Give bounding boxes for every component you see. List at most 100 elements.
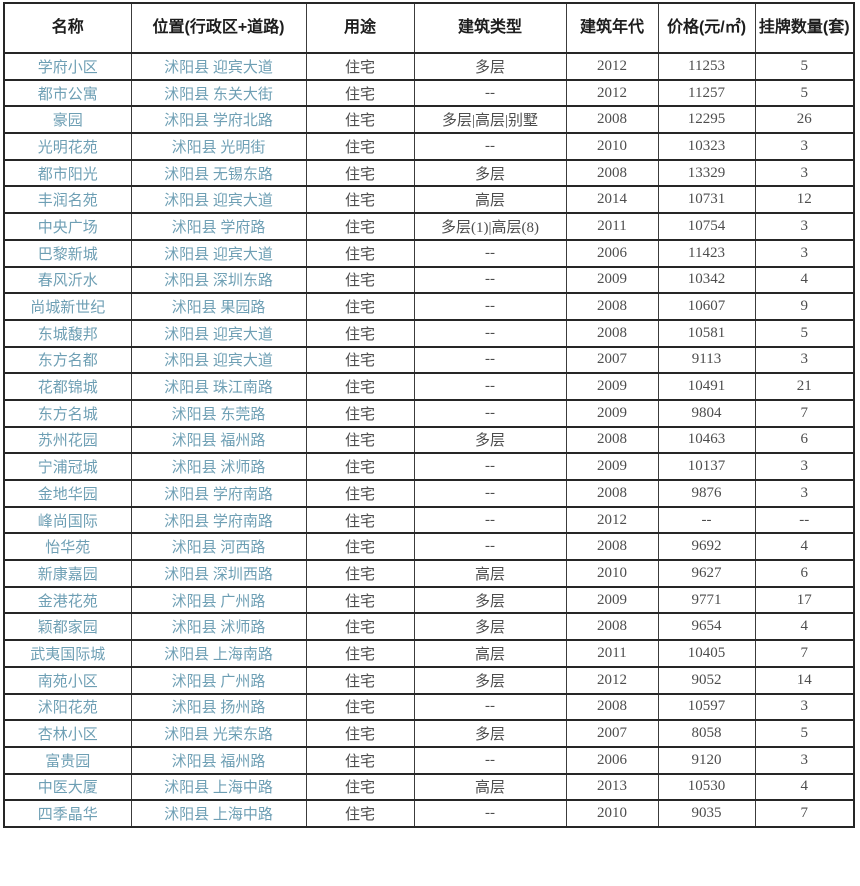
count-cell: 5 <box>754 318 855 348</box>
name-cell: 丰润名苑 <box>3 185 132 215</box>
name-cell: 颖都家园 <box>3 612 132 642</box>
column-header-building-type: 建筑类型 <box>413 2 567 54</box>
name-cell: 东城馥邦 <box>3 318 132 348</box>
usage-cell: 住宅 <box>305 318 415 348</box>
location-cell: 沭阳县 沭师路 <box>130 612 307 642</box>
location-cell: 沭阳县 光荣东路 <box>130 719 307 748</box>
usage-cell: 住宅 <box>305 158 415 188</box>
listings-table: 名称 位置(行政区+道路) 用途 建筑类型 建筑年代 价格(元/㎡) 挂牌数量(套) 学府小… <box>3 2 855 828</box>
table-row: 花都锦城 沭阳县 珠江南路 住宅 -- 2009 10491 21 <box>3 372 855 401</box>
location-cell: 沭阳县 沭师路 <box>130 452 307 481</box>
table-row: 颖都家园 沭阳县 沭师路 住宅 多层 2008 9654 4 <box>3 612 855 642</box>
usage-cell: 住宅 <box>305 532 415 562</box>
location-cell: 沭阳县 无锡东路 <box>130 158 307 188</box>
count-cell: 3 <box>754 479 855 508</box>
table-row: 峰尚国际 沭阳县 学府南路 住宅 -- 2012 -- -- <box>3 505 855 535</box>
location-cell: 沭阳县 光明街 <box>130 132 307 161</box>
count-cell: 21 <box>754 372 855 401</box>
year-cell: 2008 <box>565 105 659 135</box>
year-cell: 2009 <box>565 372 659 401</box>
count-cell: 4 <box>754 612 855 642</box>
count-cell: 3 <box>754 158 855 188</box>
table-row: 巴黎新城 沭阳县 迎宾大道 住宅 -- 2006 11423 3 <box>3 238 855 268</box>
location-cell: 沭阳县 上海中路 <box>130 772 307 802</box>
usage-cell: 住宅 <box>305 692 415 722</box>
table-row: 春风沂水 沭阳县 深圳东路 住宅 -- 2009 10342 4 <box>3 265 855 295</box>
year-cell: 2008 <box>565 318 659 348</box>
location-cell: 沭阳县 深圳西路 <box>130 559 307 588</box>
table-body: 学府小区 沭阳县 迎宾大道 住宅 多层 2012 11253 5 都市公寓 沭阳县 东关大街 住宅… <box>3 52 855 828</box>
year-cell: 2011 <box>565 212 659 241</box>
count-cell: 5 <box>754 78 855 108</box>
name-cell: 中央广场 <box>3 212 132 241</box>
usage-cell: 住宅 <box>305 265 415 295</box>
column-header-count: 挂牌数量(套) <box>754 2 855 54</box>
usage-cell: 住宅 <box>305 105 415 135</box>
building-type-cell: 多层 <box>413 585 567 615</box>
location-cell: 沭阳县 上海南路 <box>130 639 307 668</box>
price-cell: 11423 <box>657 238 756 268</box>
building-type-cell: -- <box>413 238 567 268</box>
building-type-cell: 多层 <box>413 719 567 748</box>
year-cell: 2008 <box>565 158 659 188</box>
column-header-price: 价格(元/㎡) <box>657 2 756 54</box>
table-row: 怡华苑 沭阳县 河西路 住宅 -- 2008 9692 4 <box>3 532 855 562</box>
name-cell: 怡华苑 <box>3 532 132 562</box>
name-cell: 四季晶华 <box>3 799 132 828</box>
usage-cell: 住宅 <box>305 639 415 668</box>
table-row: 富贵园 沭阳县 福州路 住宅 -- 2006 9120 3 <box>3 745 855 775</box>
name-cell: 杏林小区 <box>3 719 132 748</box>
count-cell: 4 <box>754 265 855 295</box>
table-row: 豪园 沭阳县 学府北路 住宅 多层|高层|别墅 2008 12295 26 <box>3 105 855 135</box>
location-cell: 沭阳县 福州路 <box>130 425 307 455</box>
building-type-cell: 高层 <box>413 639 567 668</box>
usage-cell: 住宅 <box>305 345 415 375</box>
table-row: 中医大厦 沭阳县 上海中路 住宅 高层 2013 10530 4 <box>3 772 855 802</box>
building-type-cell: -- <box>413 692 567 722</box>
count-cell: 14 <box>754 665 855 695</box>
name-cell: 宁浦冠城 <box>3 452 132 481</box>
price-cell: 9876 <box>657 479 756 508</box>
table-row: 金地华园 沭阳县 学府南路 住宅 -- 2008 9876 3 <box>3 479 855 508</box>
price-cell: 10597 <box>657 692 756 722</box>
column-header-location: 位置(行政区+道路) <box>130 2 307 54</box>
building-type-cell: -- <box>413 318 567 348</box>
usage-cell: 住宅 <box>305 132 415 161</box>
count-cell: 17 <box>754 585 855 615</box>
year-cell: 2010 <box>565 132 659 161</box>
building-type-cell: -- <box>413 372 567 401</box>
location-cell: 沭阳县 学府路 <box>130 212 307 241</box>
name-cell: 花都锦城 <box>3 372 132 401</box>
name-cell: 富贵园 <box>3 745 132 775</box>
table-row: 丰润名苑 沭阳县 迎宾大道 住宅 高层 2014 10731 12 <box>3 185 855 215</box>
price-cell: -- <box>657 505 756 535</box>
building-type-cell: 多层 <box>413 612 567 642</box>
usage-cell: 住宅 <box>305 505 415 535</box>
count-cell: 3 <box>754 238 855 268</box>
count-cell: 3 <box>754 345 855 375</box>
count-cell: 4 <box>754 772 855 802</box>
location-cell: 沭阳县 福州路 <box>130 745 307 775</box>
price-cell: 13329 <box>657 158 756 188</box>
table-row: 东方名城 沭阳县 东莞路 住宅 -- 2009 9804 7 <box>3 398 855 428</box>
location-cell: 沭阳县 学府南路 <box>130 505 307 535</box>
location-cell: 沭阳县 迎宾大道 <box>130 185 307 215</box>
price-cell: 9627 <box>657 559 756 588</box>
price-cell: 10137 <box>657 452 756 481</box>
price-cell: 9692 <box>657 532 756 562</box>
year-cell: 2010 <box>565 559 659 588</box>
location-cell: 沭阳县 东莞路 <box>130 398 307 428</box>
price-cell: 12295 <box>657 105 756 135</box>
building-type-cell: 多层 <box>413 158 567 188</box>
table-row: 南苑小区 沭阳县 广州路 住宅 多层 2012 9052 14 <box>3 665 855 695</box>
year-cell: 2010 <box>565 799 659 828</box>
building-type-cell: 高层 <box>413 559 567 588</box>
usage-cell: 住宅 <box>305 78 415 108</box>
name-cell: 新康嘉园 <box>3 559 132 588</box>
price-cell: 10530 <box>657 772 756 802</box>
header-row: 名称 位置(行政区+道路) 用途 建筑类型 建筑年代 价格(元/㎡) 挂牌数量(套) <box>3 2 855 54</box>
location-cell: 沭阳县 迎宾大道 <box>130 345 307 375</box>
usage-cell: 住宅 <box>305 212 415 241</box>
location-cell: 沭阳县 东关大街 <box>130 78 307 108</box>
name-cell: 豪园 <box>3 105 132 135</box>
